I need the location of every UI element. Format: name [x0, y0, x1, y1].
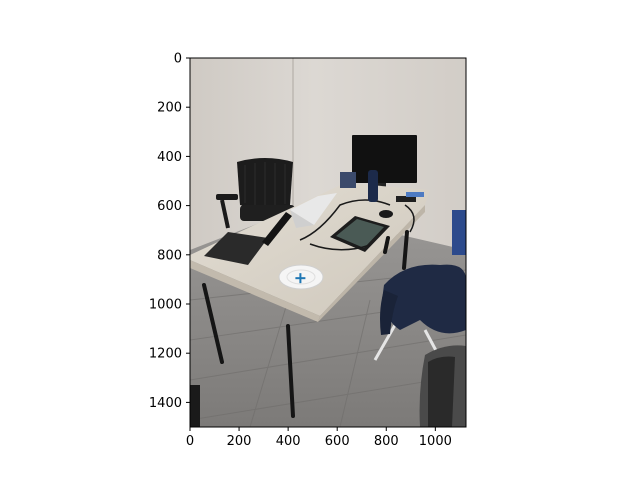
desk-item-blue: [406, 192, 424, 197]
desk-item: [396, 196, 416, 202]
x-tick-label: 1000: [419, 434, 452, 449]
x-tick-label: 600: [325, 434, 350, 449]
jacket: [382, 264, 466, 334]
axes-frame: [189, 57, 467, 428]
y-tick-label: 1000: [149, 298, 182, 313]
y-axis-ticks: 0 200 400 600 800 1000 1200 1400: [149, 52, 190, 411]
x-tick-label: 0: [186, 434, 194, 449]
water-bottle: [368, 170, 378, 202]
mouse: [379, 210, 393, 218]
table-top: [190, 183, 430, 316]
y-tick-label: 200: [157, 101, 182, 116]
laptop-dark: [204, 212, 292, 265]
y-tick-label: 600: [157, 199, 182, 214]
y-tick-label: 0: [174, 52, 182, 67]
table-edge: [190, 260, 320, 322]
desk-box: [340, 172, 356, 188]
laptop-silver: [290, 193, 337, 228]
y-tick-label: 400: [157, 150, 182, 165]
blue-chair: [452, 210, 466, 255]
photo: [190, 58, 466, 427]
backpack-dark: [428, 356, 455, 427]
plus-marker: [295, 273, 306, 284]
table-edge-right: [318, 205, 425, 322]
plate-inner: [286, 269, 316, 285]
x-tick-label: 400: [276, 434, 301, 449]
monitor: [352, 135, 417, 191]
x-tick-label: 200: [227, 434, 252, 449]
floor-object: [190, 385, 200, 427]
jacket-sleeve: [380, 290, 398, 335]
x-axis-ticks: 0 200 400 600 800 1000: [186, 427, 452, 449]
y-tick-label: 1200: [149, 347, 182, 362]
x-tick-label: 800: [374, 434, 399, 449]
y-tick-label: 1400: [149, 396, 182, 411]
y-tick-label: 800: [157, 248, 182, 263]
tablet: [330, 216, 390, 252]
table-legs: [202, 230, 409, 418]
